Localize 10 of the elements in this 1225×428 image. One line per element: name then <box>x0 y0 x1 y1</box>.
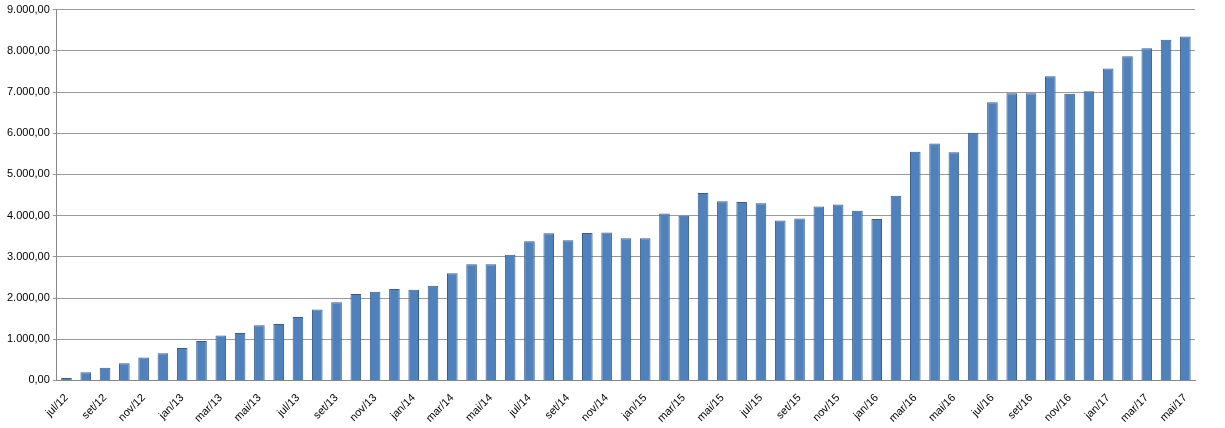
y-tick-label: 8.000,00 <box>6 43 50 56</box>
y-tick-label: 1.000,00 <box>6 332 50 345</box>
y-tick-label: 0,00 <box>28 373 50 386</box>
y-tick-label: 7.000,00 <box>6 85 50 98</box>
y-tick-label: 6.000,00 <box>6 126 50 139</box>
y-tick-label: 2.000,00 <box>6 291 50 304</box>
y-tick-label: 3.000,00 <box>6 249 50 262</box>
y-tick-label: 4.000,00 <box>6 208 50 221</box>
y-tick-label: 9.000,00 <box>6 2 50 15</box>
y-tick-label: 5.000,00 <box>6 167 50 180</box>
